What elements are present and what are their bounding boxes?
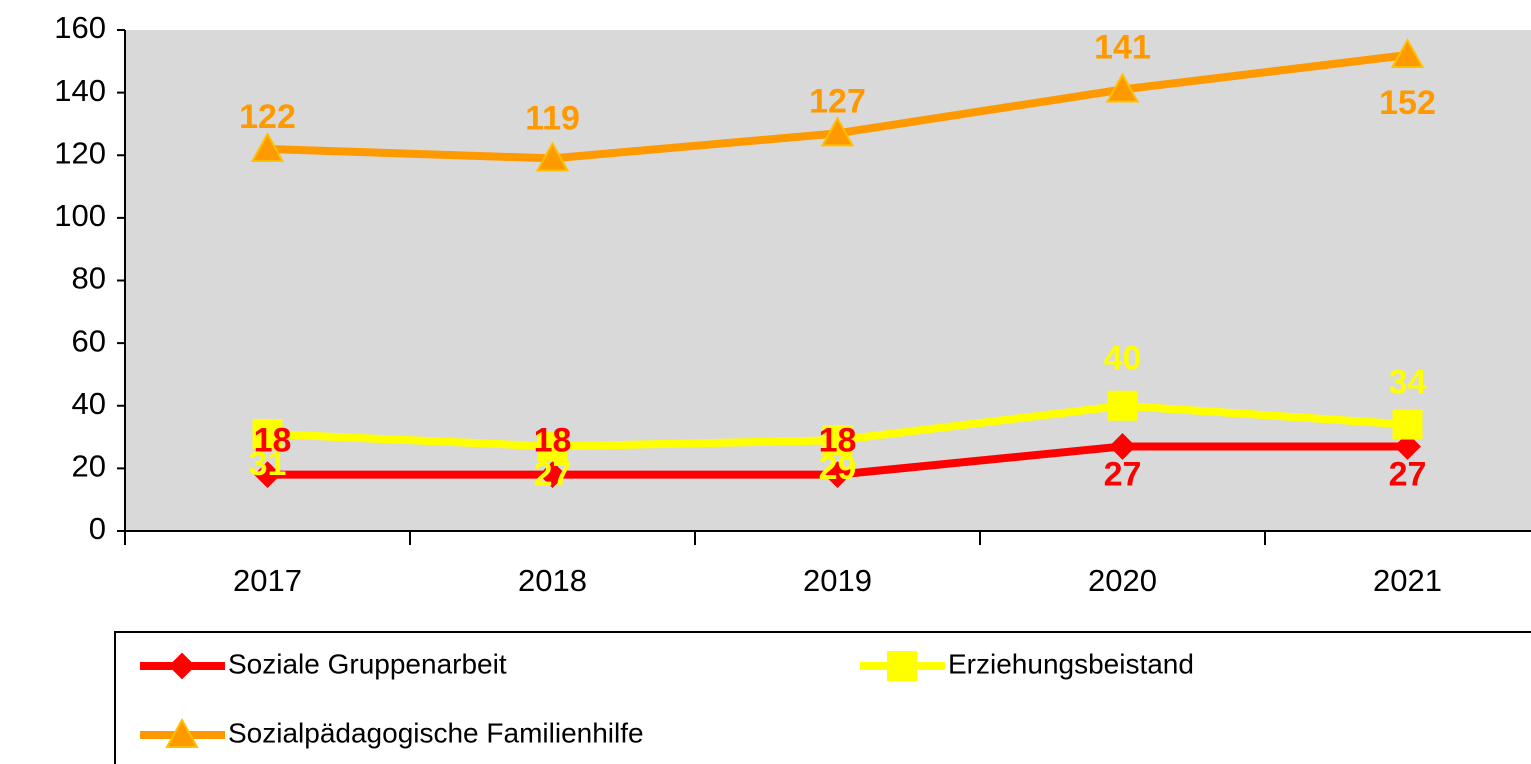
data-label: 18 [254,422,292,460]
marker [1390,37,1425,69]
marker [1394,433,1421,460]
data-label: 141 [1094,28,1151,66]
data-label: 40 [1104,340,1142,378]
y-tick-label: 40 [72,386,106,421]
data-label: 18 [819,422,857,460]
marker [165,717,199,748]
marker [539,461,566,489]
y-tick-label: 100 [54,198,106,233]
y-tick-label: 160 [54,10,106,45]
y-tick-label: 20 [72,449,106,484]
data-label: 119 [525,99,580,137]
marker [535,141,570,172]
y-tick-label: 0 [89,511,106,546]
x-tick-label: 2017 [233,563,302,598]
y-tick-label: 80 [72,261,106,296]
marker [820,116,855,147]
data-label: 31 [249,445,287,483]
data-label: 122 [239,98,296,136]
marker [824,461,851,489]
legend-label: Erziehungsbeistand [948,648,1194,679]
data-label: 27 [1104,455,1142,493]
data-label: 29 [819,449,857,487]
y-tick-label: 140 [54,73,106,108]
x-tick-label: 2020 [1088,563,1157,598]
y-tick-label: 60 [72,323,106,358]
data-label: 27 [1389,455,1427,493]
marker [1105,72,1140,103]
marker [250,131,285,162]
x-tick-label: 2018 [518,563,587,598]
data-label: 127 [809,82,866,120]
marker [822,425,853,456]
data-label: 34 [1389,364,1427,402]
marker [1107,390,1138,421]
marker [168,652,196,680]
marker [254,461,281,489]
legend-label: Sozialpädagogische Familienhilfe [228,717,644,748]
y-tick-label: 120 [54,135,106,170]
x-tick-label: 2019 [803,563,872,598]
marker [252,418,283,449]
marker [887,651,917,681]
marker [1109,433,1136,460]
marker [1392,409,1423,440]
data-label: 18 [534,422,572,460]
marker [537,431,568,462]
legend-label: Soziale Gruppenarbeit [228,648,507,679]
x-tick-label: 2021 [1373,563,1442,598]
legend-box [114,631,1531,764]
data-label: 27 [534,455,572,493]
data-label: 152 [1379,84,1436,122]
